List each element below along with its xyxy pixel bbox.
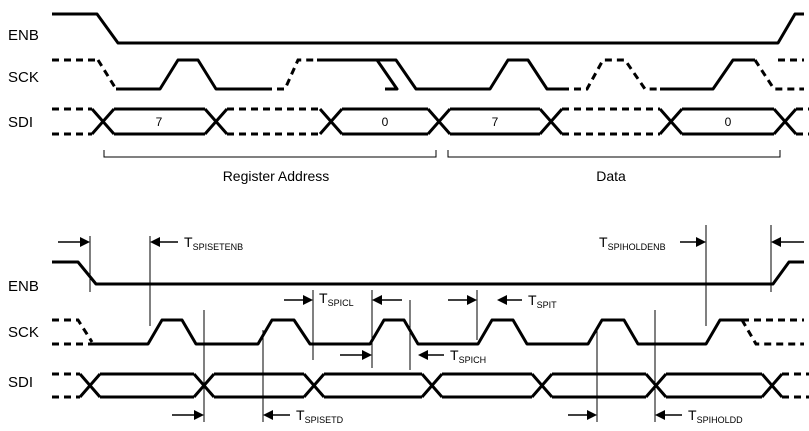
timing-arrows (58, 237, 804, 420)
top-enb-waveform (52, 12, 804, 45)
t-spisetenb-label: TSPISETENB (184, 234, 243, 252)
bottom-sck-label: SCK (8, 324, 39, 341)
bottom-sck-waveform (52, 318, 804, 346)
bottom-diagram: ENB SCK SDI (8, 225, 809, 425)
t-spiholdenb-label: TSPIHOLDENB (599, 234, 666, 252)
timing-reference-lines (89, 225, 772, 422)
bottom-enb-waveform (52, 260, 804, 286)
bit-label-data-lsb: 0 (725, 115, 732, 129)
bit-label-data-msb: 7 (492, 115, 499, 129)
bottom-sdi-label: SDI (8, 374, 33, 391)
bit-label-addr-lsb: 0 (382, 115, 389, 129)
t-spicl-label: TSPICL (319, 290, 354, 308)
t-spich-label: TSPICH (450, 347, 486, 365)
top-diagram: ENB SCK SDI (8, 12, 809, 184)
data-bracket (447, 150, 781, 158)
bottom-sdi-waveform (52, 372, 809, 399)
top-enb-label: ENB (8, 27, 39, 44)
t-spisetd-label: TSPISETD (296, 407, 344, 425)
top-sck-waveform (52, 58, 804, 91)
data-label: Data (596, 168, 626, 184)
top-sdi-waveform (52, 107, 809, 136)
bottom-enb-label: ENB (8, 278, 39, 295)
register-address-label: Register Address (223, 168, 330, 184)
t-spit-label: TSPIT (528, 292, 557, 310)
top-sdi-label: SDI (8, 114, 33, 131)
bit-label-addr-msb: 7 (156, 115, 163, 129)
t-spiholdd-label: TSPIHOLDD (688, 407, 743, 425)
register-address-bracket (103, 150, 437, 158)
top-sck-label: SCK (8, 69, 39, 86)
